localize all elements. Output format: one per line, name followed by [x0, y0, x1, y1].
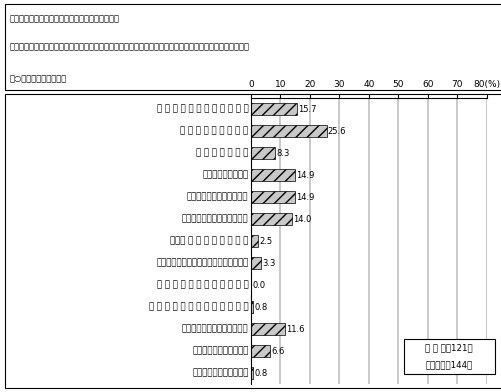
Bar: [250, 147, 275, 159]
Text: 14.9: 14.9: [296, 171, 314, 180]
Text: そ　　　　の　　　　他: そ の 他: [192, 347, 248, 356]
Text: （問２３で１、２と答えた方にお聴きします。）: （問２３で１、２と答えた方にお聴きします。）: [10, 14, 120, 23]
Bar: [250, 323, 285, 335]
Bar: [250, 345, 270, 357]
Text: 0.0: 0.0: [252, 281, 265, 290]
Text: 親　（ 義 理 の 親 も 含 む ）: 親 （ 義 理 の 親 も 含 む ）: [170, 237, 248, 245]
Text: 回答数計（144）: 回答数計（144）: [425, 360, 472, 369]
Text: 25.6: 25.6: [327, 127, 346, 136]
Text: ○をつけてください。: ○をつけてください。: [10, 74, 67, 83]
Text: きょうだい（義理のきょうだいも含む）: きょうだい（義理のきょうだいも含む）: [156, 259, 248, 268]
Bar: [250, 213, 292, 225]
Bar: [250, 103, 297, 115]
Text: 0.8: 0.8: [254, 368, 267, 377]
Text: 職　　場　　関　　係　　者: 職 場 関 係 者: [181, 325, 248, 334]
Text: 14.0: 14.0: [293, 214, 311, 223]
Text: 6.6: 6.6: [271, 347, 285, 356]
Bar: [250, 367, 253, 379]
Text: 3.3: 3.3: [262, 259, 275, 268]
Bar: [250, 235, 258, 247]
Text: 8.3: 8.3: [276, 149, 290, 158]
Text: そ の 他 の 同 居 し て い な い 親 類: そ の 他 の 同 居 し て い な い 親 類: [149, 303, 248, 312]
Text: ま っ た く 知 ら な い 人: ま っ た く 知 ら な い 人: [180, 127, 248, 136]
Text: 無　　　　回　　　　答: 無 回 答: [192, 368, 248, 377]
Text: 相 手 が だ れ だ か わ か ら な い: 相 手 が だ れ だ か わ か ら な い: [156, 105, 248, 114]
Text: 夫（事実婚や別居中を含む）: 夫（事実婚や別居中を含む）: [181, 214, 248, 223]
Bar: [250, 169, 295, 181]
Bar: [250, 191, 295, 203]
Text: 恋　　　　　　　　　　人: 恋 人: [186, 192, 248, 201]
Text: た だ の 顔 見 知 り: た だ の 顔 見 知 り: [196, 149, 248, 158]
Text: そ の 他 の 同 居 し て い る 親 類: そ の 他 の 同 居 し て い る 親 類: [156, 281, 248, 290]
Text: 14.9: 14.9: [296, 192, 314, 201]
Text: 知　人　・　友　人: 知 人 ・ 友 人: [202, 171, 248, 180]
Text: 問２４　その出来事があったとき、その相手はあなたとどのような関係でしたか。当てはまるものすべてに: 問２４ その出来事があったとき、その相手はあなたとどのような関係でしたか。当ては…: [10, 43, 249, 52]
Text: 0.8: 0.8: [254, 303, 267, 312]
Bar: [250, 125, 326, 137]
Bar: [250, 301, 253, 313]
Text: 15.7: 15.7: [298, 105, 316, 114]
Bar: [250, 257, 260, 269]
Text: 該 当 数（121）: 該 当 数（121）: [425, 344, 472, 352]
Text: 11.6: 11.6: [286, 325, 304, 334]
Text: 2.5: 2.5: [259, 237, 272, 245]
